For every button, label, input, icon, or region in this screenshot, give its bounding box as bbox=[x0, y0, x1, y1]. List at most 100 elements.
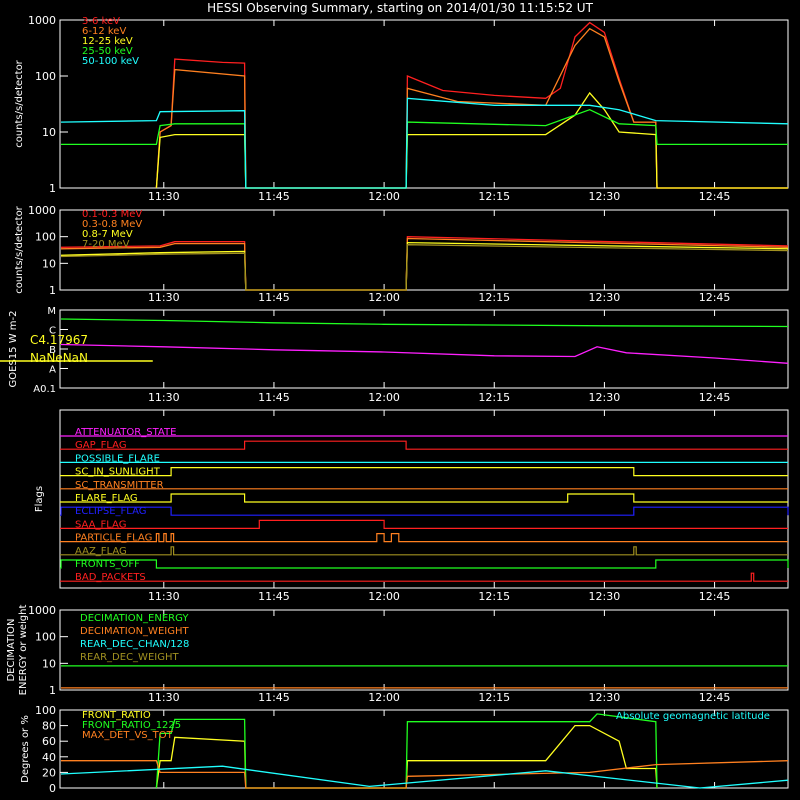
flag-line-6 bbox=[60, 506, 789, 516]
flag-line-5 bbox=[60, 493, 788, 503]
panel-2-ytick-label-4: M bbox=[47, 306, 56, 317]
panel-1-legend-1: 0.3-0.8 MeV bbox=[82, 219, 142, 230]
panel-0-legend-2: 12-25 keV bbox=[82, 36, 133, 47]
panel-0-series-2 bbox=[155, 91, 788, 189]
panel-4-xtick-label-1: 11:45 bbox=[258, 691, 290, 704]
panel-3-xtick-label-5: 12:45 bbox=[699, 590, 731, 603]
flag-label-4: SC_TRANSMITTER bbox=[75, 480, 164, 491]
panel-2-ytick-label-1: A bbox=[49, 365, 56, 376]
panel-4-xtick-label-3: 12:15 bbox=[478, 691, 510, 704]
panel-4-frame bbox=[59, 609, 789, 691]
panel-2-xtick-label-1: 11:45 bbox=[258, 391, 290, 404]
panel-1-ytick-label-3: 1000 bbox=[28, 204, 56, 217]
panel-0-series-4 bbox=[60, 97, 789, 189]
panel-0-xtick-label-0: 11:30 bbox=[148, 190, 180, 203]
flag-label-7: SAA_FLAG bbox=[75, 519, 126, 530]
panel-2-xtick-label-4: 12:30 bbox=[589, 391, 621, 404]
panel-0-ytick-label-0: 1 bbox=[49, 182, 56, 195]
panel-5-series-3 bbox=[60, 765, 789, 789]
panel-3-xtick-label-2: 12:00 bbox=[368, 590, 400, 603]
panel-1-ytick-label-2: 100 bbox=[35, 231, 56, 244]
panel-0-ytick-label-1: 10 bbox=[42, 126, 56, 139]
panel-2-ylabel: GOES15 W m-2 bbox=[8, 311, 19, 388]
flag-label-1: GAP_FLAG bbox=[75, 440, 127, 451]
panel-1-ylabel: counts/s/detector bbox=[14, 205, 25, 293]
panel-1-xtick-label-1: 11:45 bbox=[258, 291, 290, 304]
panel-1-legend-0: 0.1-0.3 MeV bbox=[82, 209, 142, 220]
panel-1-ytick-label-1: 10 bbox=[42, 257, 56, 270]
panel-4-xtick-label-4: 12:30 bbox=[589, 691, 621, 704]
panel-0-xtick-label-3: 12:15 bbox=[478, 190, 510, 203]
panel-5-series-2 bbox=[61, 760, 789, 789]
panel-4-ylabel-line2: ENERGY or weight bbox=[18, 605, 29, 696]
panel-1-legend-3: 7-20 MeV bbox=[82, 239, 130, 250]
panel-5-ylabel: Degrees or % bbox=[20, 715, 31, 783]
panel-3-xtick-label-4: 12:30 bbox=[589, 590, 621, 603]
panel-1-xtick-label-5: 12:45 bbox=[699, 291, 731, 304]
panel-0-series-1 bbox=[155, 27, 788, 189]
panel-1-xtick-label-3: 12:15 bbox=[478, 291, 510, 304]
panel-2-ytick-label-0: A0.1 bbox=[33, 384, 56, 395]
panel-3-frame bbox=[59, 409, 789, 589]
panel-0-xtick-label-1: 11:45 bbox=[258, 190, 290, 203]
panel-3-xtick-label-1: 11:45 bbox=[258, 590, 290, 603]
panel-0-xtick-label-4: 12:30 bbox=[589, 190, 621, 203]
panel-0-legend-1: 6-12 keV bbox=[82, 26, 126, 37]
panel-0-legend-0: 3-6 keV bbox=[82, 16, 120, 27]
panel-0-legend-3: 25-50 keV bbox=[82, 46, 133, 57]
panel-5-annotation: Absolute geomagnetic latitude bbox=[616, 711, 770, 722]
flag-line-10 bbox=[60, 559, 789, 569]
panel-5-ytick-label-1: 20 bbox=[42, 766, 56, 779]
panel-4-ylabel-line1: DECIMATION bbox=[6, 618, 17, 681]
flag-line-11 bbox=[60, 572, 788, 582]
panel-2-ytick-label-2: B bbox=[49, 345, 56, 356]
flag-label-3: SC_IN_SUNLIGHT bbox=[75, 467, 161, 478]
flag-line-9 bbox=[60, 546, 788, 556]
panel-0-ytick-label-2: 100 bbox=[35, 70, 56, 83]
panel-2-xtick-label-5: 12:45 bbox=[699, 391, 731, 404]
panel-5-ytick-label-5: 100 bbox=[35, 704, 56, 717]
panel-2-series-1 bbox=[60, 343, 789, 364]
flag-label-8: PARTICLE_FLAG bbox=[75, 533, 152, 544]
panel-5-series-0 bbox=[155, 724, 658, 789]
flag-label-6: ECLIPSE_FLAG bbox=[75, 506, 146, 517]
panel-0-ylabel: counts/s/detector bbox=[14, 59, 25, 147]
panel-5-legend-1: FRONT_RATIO_1225 bbox=[82, 720, 181, 731]
panel-4-ytick-label-3: 1000 bbox=[28, 604, 56, 617]
panel-0-ytick-label-3: 1000 bbox=[28, 14, 56, 27]
panel-4-xtick-label-0: 11:30 bbox=[148, 691, 180, 704]
panel-1-xtick-label-4: 12:30 bbox=[589, 291, 621, 304]
panel-3-ylabel: Flags bbox=[34, 486, 45, 512]
panel-0-xtick-label-5: 12:45 bbox=[699, 190, 731, 203]
panel-4-ytick-label-0: 1 bbox=[49, 684, 56, 697]
flag-line-7 bbox=[60, 519, 788, 530]
panel-2-series-0 bbox=[60, 318, 789, 328]
flag-label-11: BAD_PACKETS bbox=[75, 572, 146, 583]
panel-1-xtick-label-0: 11:30 bbox=[148, 291, 180, 304]
panel-5-legend-2: MAX_DET_VS_TOT bbox=[82, 730, 174, 741]
panel-5-legend-0: FRONT_RATIO bbox=[82, 710, 151, 721]
panel-4-legend-2: REAR_DEC_CHAN/128 bbox=[80, 639, 189, 650]
panel-5-ytick-label-4: 80 bbox=[42, 720, 56, 733]
panel-0-xtick-label-2: 12:00 bbox=[368, 190, 400, 203]
panel-4-xtick-label-2: 12:00 bbox=[368, 691, 400, 704]
panel-2-xtick-label-2: 12:00 bbox=[368, 391, 400, 404]
goes-annotation-0: C4.17967 bbox=[30, 333, 88, 347]
flag-label-10: FRONTS_OFF bbox=[75, 559, 140, 570]
panel-0-legend-4: 50-100 keV bbox=[82, 56, 139, 67]
panel-3-xtick-label-3: 12:15 bbox=[478, 590, 510, 603]
panel-3-xtick-label-0: 11:30 bbox=[148, 590, 180, 603]
flag-line-1 bbox=[60, 440, 788, 450]
panel-1-series-3 bbox=[60, 244, 789, 291]
flag-label-5: FLARE_FLAG bbox=[75, 493, 138, 504]
plot-title: HESSI Observing Summary, starting on 201… bbox=[207, 1, 593, 15]
panel-4-legend-3: REAR_DEC_WEIGHT bbox=[80, 652, 179, 663]
panel-5-ytick-label-0: 0 bbox=[49, 782, 56, 795]
panel-1-xtick-label-2: 12:00 bbox=[368, 291, 400, 304]
panel-2-xtick-label-0: 11:30 bbox=[148, 391, 180, 404]
panel-5-ytick-label-3: 60 bbox=[42, 735, 56, 748]
panel-5-frame bbox=[59, 709, 789, 789]
panel-0-frame bbox=[59, 19, 789, 189]
